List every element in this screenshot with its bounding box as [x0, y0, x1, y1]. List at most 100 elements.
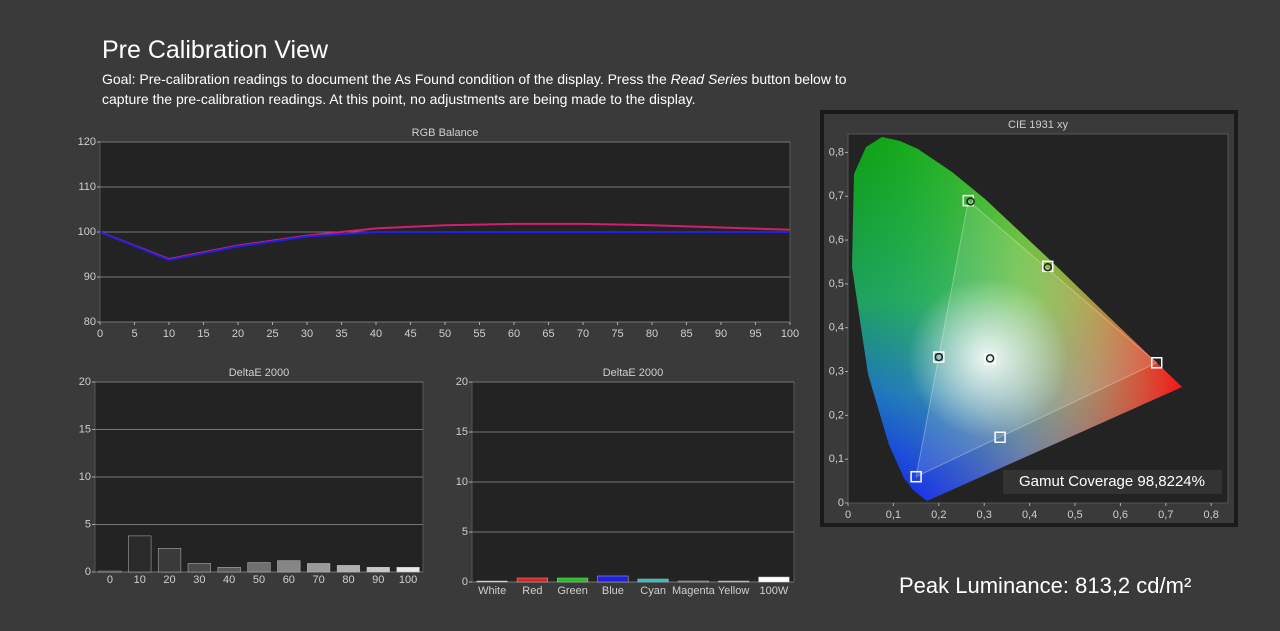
x-tick-label: 45: [404, 328, 416, 340]
x-tick-label: 50: [253, 574, 265, 586]
goal-text-italic: Read Series: [670, 71, 748, 87]
x-tick-label: 0: [97, 328, 103, 340]
y-tick-label: 5: [85, 518, 91, 530]
measured-point: [985, 354, 995, 363]
target-point: [910, 470, 922, 483]
y-tick-label: 0,3: [829, 365, 844, 377]
x-tick-label: 65: [542, 328, 554, 340]
x-tick-label: 15: [197, 328, 209, 340]
bar: [597, 575, 629, 583]
x-tick-label: 90: [372, 574, 384, 586]
x-tick-label: 100: [399, 574, 417, 586]
gamut-triangle: [915, 199, 1158, 478]
bar: [217, 567, 241, 573]
bar: [718, 580, 750, 583]
chart-title: CIE 1931 xy: [1008, 119, 1068, 131]
y-tick-label: 0,4: [829, 322, 844, 334]
x-tick-label: 20: [163, 574, 175, 586]
y-tick-label: 0: [838, 497, 844, 509]
x-tick-label: 0: [107, 574, 113, 586]
target-point: [1150, 357, 1163, 369]
x-tick-label: Magenta: [672, 585, 716, 597]
gamut-coverage: Gamut Coverage 98,8224%: [1019, 473, 1205, 490]
goal-text-part: Goal: Pre-calibration readings to docume…: [102, 71, 671, 87]
x-tick-label: 0,5: [1067, 509, 1082, 521]
x-tick-label: 30: [301, 328, 313, 340]
x-tick-label: 80: [646, 328, 658, 340]
line-series: [99, 231, 790, 261]
x-tick-label: 30: [193, 574, 205, 586]
x-tick-label: 80: [342, 574, 354, 586]
y-tick-label: 0,7: [829, 190, 844, 202]
x-tick-label: 40: [223, 574, 235, 586]
page-title: Pre Calibration View: [102, 36, 329, 64]
x-tick-label: 25: [266, 328, 278, 340]
y-tick-label: 0: [85, 566, 91, 578]
gamut-box: [1003, 470, 1222, 494]
target-point: [994, 431, 1006, 444]
bar: [557, 577, 589, 583]
x-tick-label: 10: [134, 574, 146, 586]
peak-luminance: Peak Luminance: 813,2 cd/m²: [899, 573, 1191, 598]
measured-point: [1043, 262, 1053, 272]
x-tick-label: 90: [715, 328, 727, 340]
chart-title: RGB Balance: [412, 127, 479, 139]
bar: [247, 562, 271, 573]
x-tick-label: 55: [473, 328, 485, 340]
x-tick-label: 100: [781, 328, 799, 340]
bar: [307, 563, 331, 573]
y-tick-label: 20: [79, 376, 91, 388]
y-tick-label: 0,8: [829, 146, 844, 158]
x-tick-label: 0,7: [1158, 509, 1173, 521]
x-tick-label: Cyan: [640, 585, 666, 597]
x-tick-label: 10: [163, 328, 175, 340]
bar: [98, 570, 122, 573]
x-tick-label: Yellow: [718, 585, 749, 597]
x-tick-label: 0,3: [977, 509, 992, 521]
x-tick-label: 60: [508, 328, 520, 340]
x-tick-label: Blue: [602, 585, 624, 597]
bar: [277, 560, 301, 573]
x-tick-label: 70: [313, 574, 325, 586]
bar: [476, 580, 508, 583]
y-tick-label: 0,5: [829, 278, 844, 290]
x-tick-label: Green: [557, 585, 588, 597]
x-tick-label: Red: [522, 585, 542, 597]
y-tick-label: 0: [462, 576, 468, 588]
y-tick-label: 120: [78, 136, 96, 148]
x-tick-label: 0,4: [1022, 509, 1037, 521]
bar: [366, 567, 390, 573]
x-tick-label: 35: [335, 328, 347, 340]
x-tick-label: 0,2: [931, 509, 946, 521]
x-tick-label: 0: [845, 509, 851, 521]
y-tick-label: 10: [79, 471, 91, 483]
x-tick-label: 0,8: [1204, 509, 1219, 521]
chart-title: DeltaE 2000: [603, 367, 664, 379]
target-point: [933, 351, 945, 363]
bar: [516, 577, 548, 583]
y-tick-label: 80: [84, 316, 96, 328]
y-tick-label: 20: [456, 376, 468, 388]
x-tick-label: 95: [749, 328, 761, 340]
x-tick-label: 70: [577, 328, 589, 340]
bar: [128, 535, 152, 573]
goal-text: Goal: Pre-calibration readings to docume…: [102, 69, 862, 109]
x-tick-label: 75: [611, 328, 623, 340]
x-tick-label: 100W: [760, 585, 789, 597]
goal-text-part: button below to capture the pre-calibrat…: [102, 71, 847, 107]
target-point: [984, 353, 996, 365]
y-tick-label: 15: [456, 426, 468, 438]
bar: [336, 565, 361, 573]
x-tick-label: 20: [232, 328, 244, 340]
chart-title: DeltaE 2000: [229, 367, 290, 379]
x-tick-label: 40: [370, 328, 382, 340]
bar: [677, 580, 709, 583]
bar: [637, 578, 669, 583]
measured-point: [966, 197, 975, 206]
y-tick-label: 0,6: [829, 234, 844, 246]
y-tick-label: 110: [78, 181, 96, 193]
y-tick-label: 15: [79, 423, 91, 435]
spectral-locus: [852, 137, 1182, 501]
